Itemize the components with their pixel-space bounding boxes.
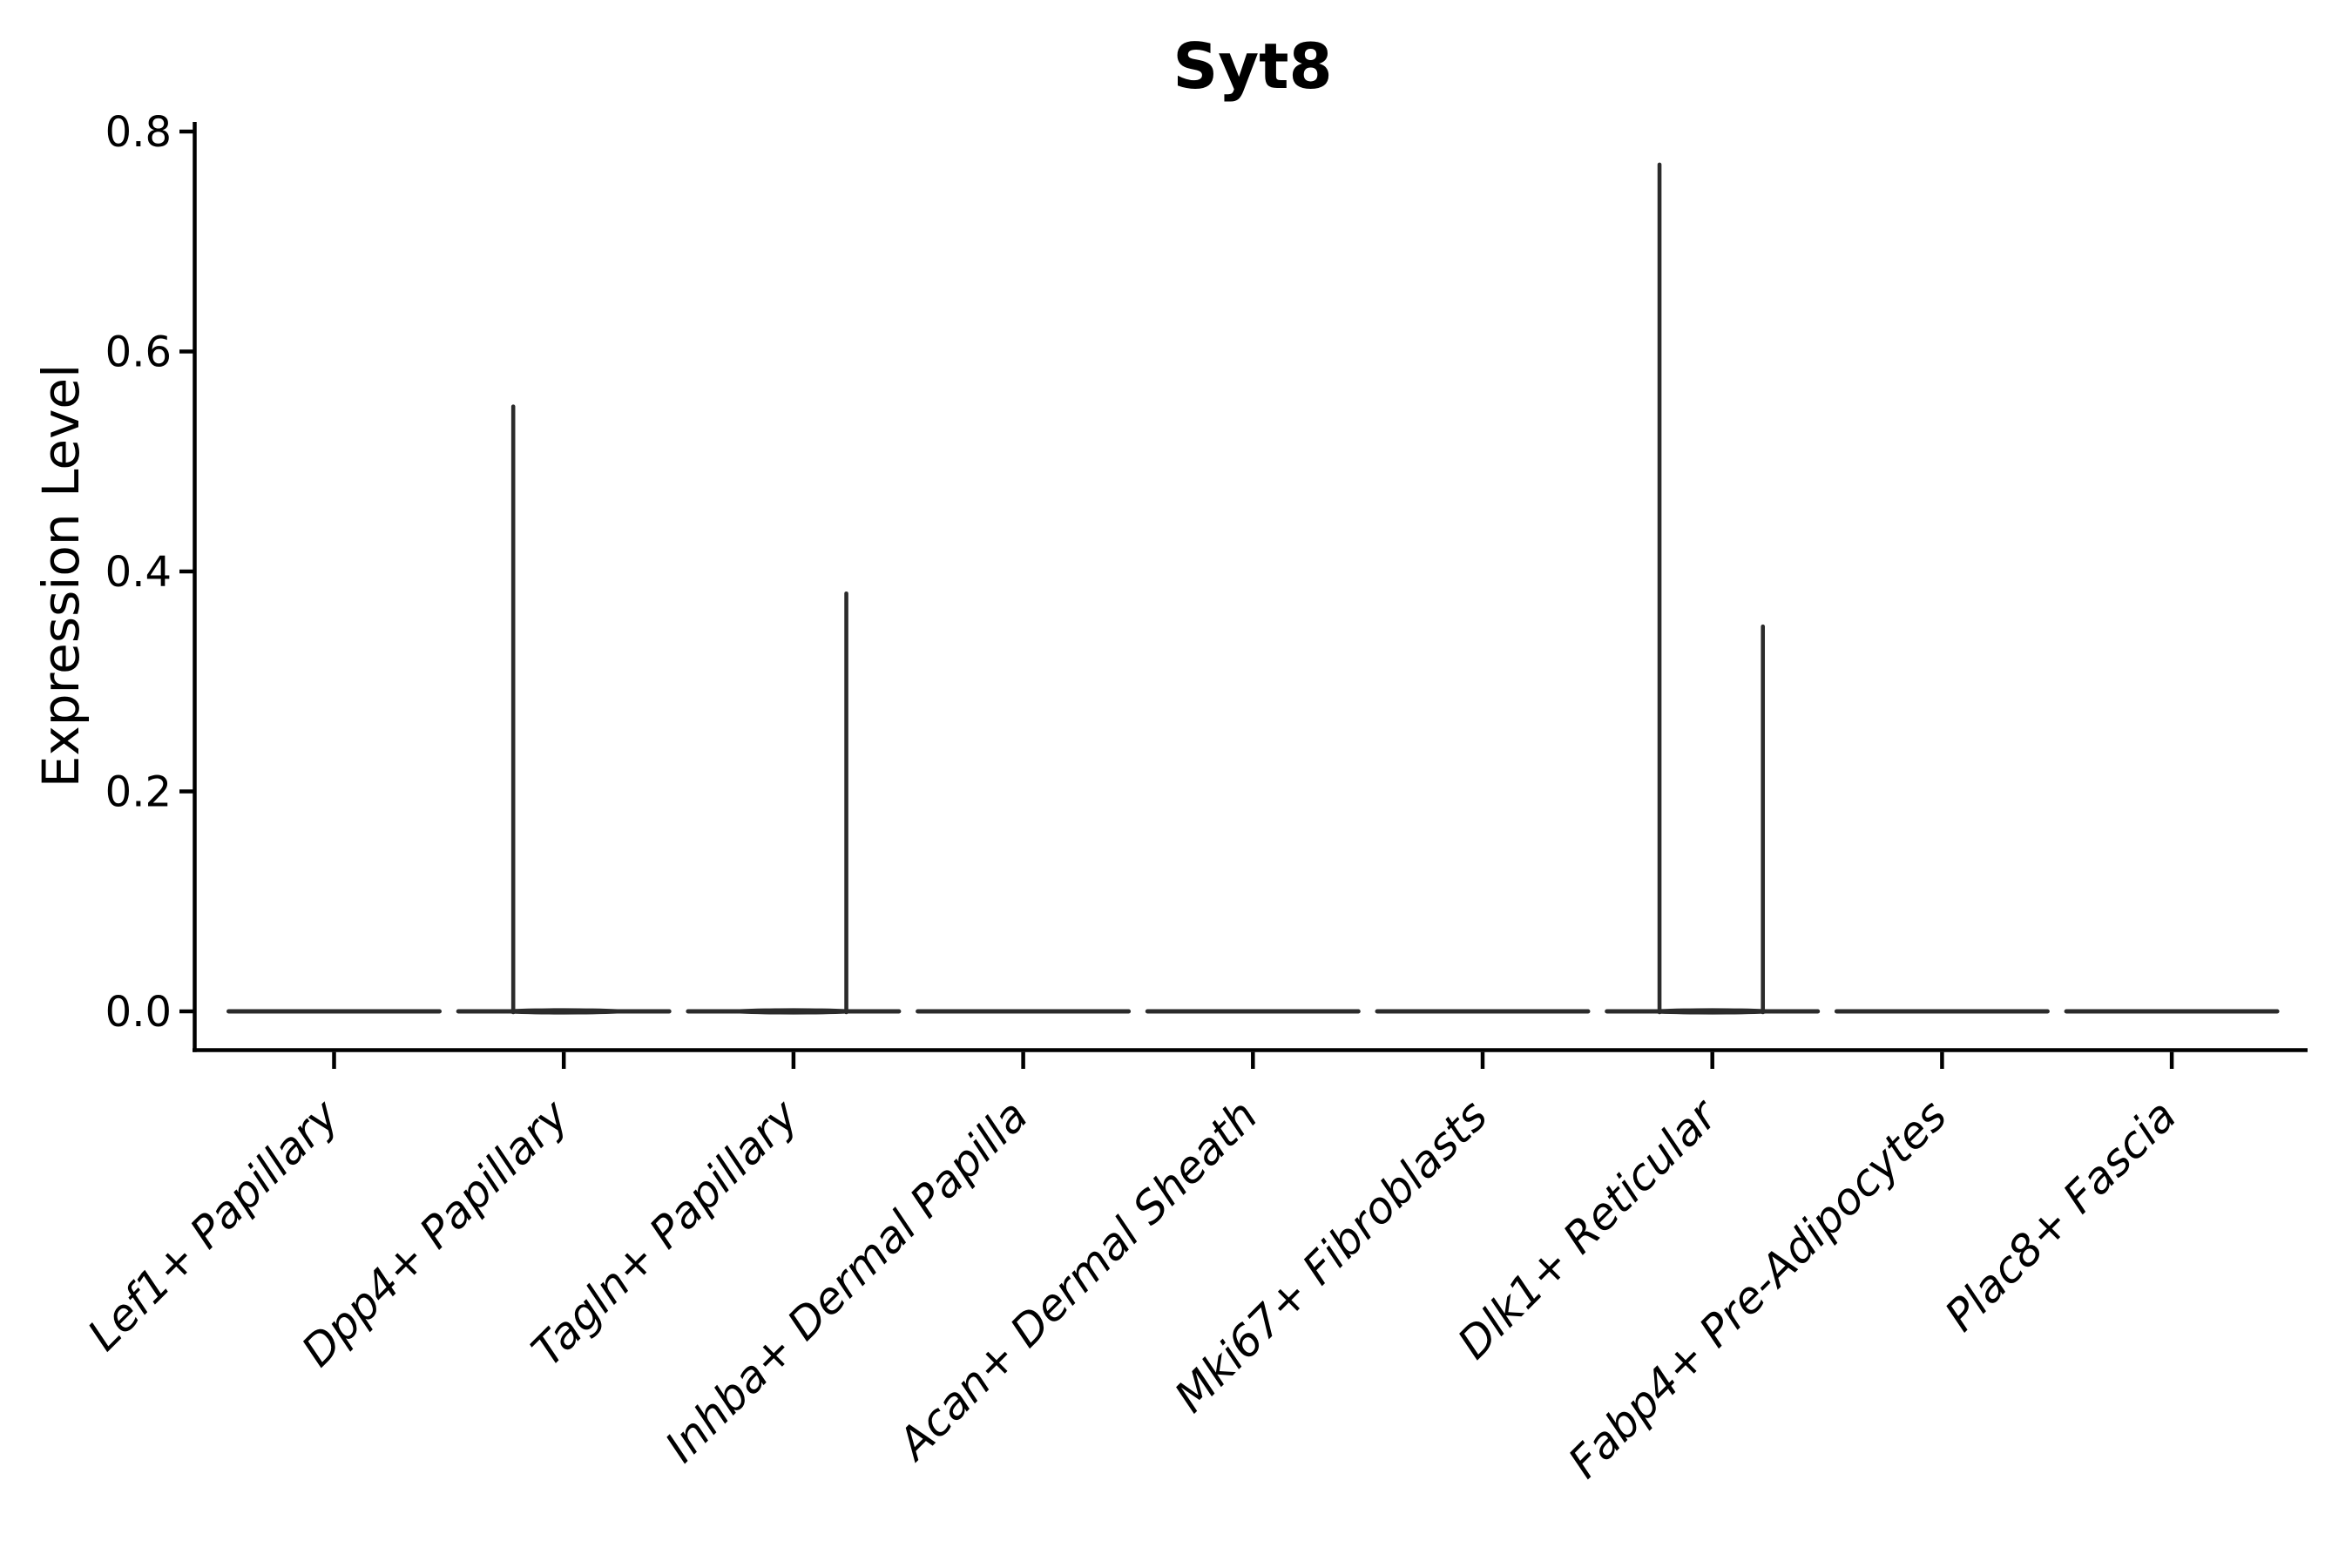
y-tick-label: 0.8 [105,108,172,157]
chart-title: Syt8 [1173,30,1333,103]
x-tick-label: Inhba+ Dermal Papilla [656,1090,1037,1471]
y-tick-label: 0.4 [105,548,172,597]
y-tick-label: 0.6 [105,328,172,377]
violin-base-bulge [488,1008,640,1015]
y-tick-label: 0.0 [105,988,172,1037]
x-tick-label: Fabp4+ Pre-Adipocytes [1558,1090,1957,1488]
y-tick-label: 0.2 [105,768,172,817]
x-tick-label: Lef1+ Papillary [78,1089,349,1360]
violin-base-bulge [1636,1008,1788,1015]
violin-base-bulge [717,1008,870,1015]
x-tick-label: Plac8+ Fascia [1936,1090,2186,1341]
